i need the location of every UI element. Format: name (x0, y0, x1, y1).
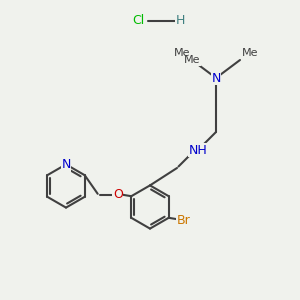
Text: NH: NH (189, 143, 207, 157)
Text: O: O (113, 188, 123, 201)
Text: Me: Me (174, 49, 190, 58)
Text: Me: Me (242, 49, 258, 58)
Text: Br: Br (177, 214, 190, 227)
Text: N: N (211, 71, 221, 85)
Text: Me: Me (184, 55, 200, 65)
Text: H: H (175, 14, 185, 28)
Text: N: N (61, 158, 71, 171)
Text: Cl: Cl (132, 14, 144, 28)
